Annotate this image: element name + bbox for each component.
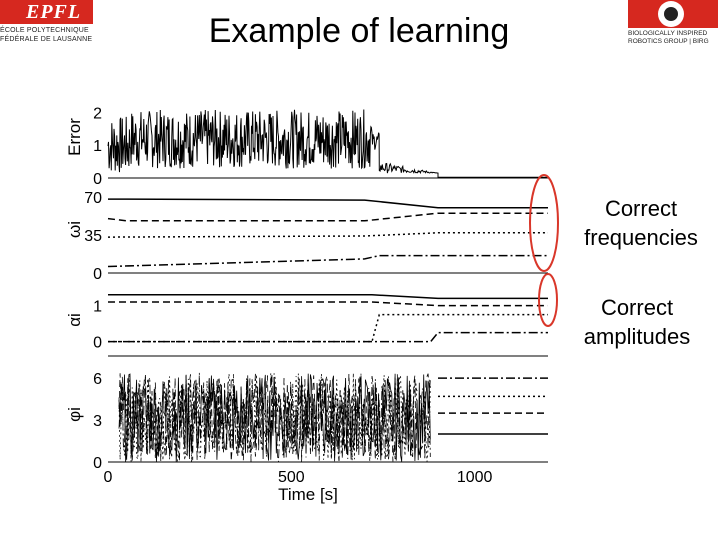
- panel-3-ytick-label: 0: [93, 455, 102, 472]
- epfl-logo-mark: EPFL: [0, 0, 93, 24]
- panel-1-series-line: [107, 198, 548, 209]
- phase-noise-line: [118, 372, 431, 463]
- xtick-label: 1000: [457, 469, 493, 486]
- panel-1-series-line: [107, 254, 548, 268]
- panel-1-ytick-label: 35: [84, 228, 102, 245]
- epfl-logo: EPFL ÉCOLE POLYTECHNIQUE FÉDÉRALE DE LAU…: [0, 0, 93, 44]
- panel-2-series-line: [108, 313, 548, 343]
- slide-title: Example of learning: [208, 12, 510, 50]
- amplitudes-highlight: [538, 273, 558, 327]
- frequencies-note: Correct frequencies: [578, 194, 704, 252]
- panel-0-ytick-label: 0: [93, 171, 102, 188]
- amplitudes-note-line2: amplitudes: [583, 324, 691, 349]
- panel-0-ytick-label: 2: [93, 105, 102, 122]
- panel-1-ylabel: ωi: [65, 221, 84, 238]
- epfl-logo-line1: ÉCOLE POLYTECHNIQUE: [0, 27, 89, 34]
- frequencies-note-line2: frequencies: [584, 225, 698, 250]
- frequencies-note-line1: Correct: [604, 196, 678, 221]
- panel-2-series-line: [108, 331, 548, 343]
- panel-2-series-line: [108, 301, 548, 307]
- panel-3-ytick-label: 6: [93, 371, 102, 388]
- panel-2-ylabel: αi: [65, 313, 84, 327]
- panel-2-ytick-label: 0: [93, 335, 102, 352]
- xtick-label: 0: [104, 469, 113, 486]
- salamander-icon: [658, 1, 684, 27]
- panel-1-series-line: [107, 232, 548, 238]
- panel-3-ytick-label: 3: [93, 413, 102, 430]
- amplitudes-note-line1: Correct: [600, 295, 674, 320]
- panel-1-series-line: [107, 212, 548, 222]
- x-axis-label: Time [s]: [278, 485, 338, 504]
- epfl-logo-line2: FÉDÉRALE DE LAUSANNE: [0, 36, 93, 43]
- error-line: [107, 109, 548, 178]
- panel-3-ylabel: φi: [65, 407, 84, 422]
- frequencies-highlight: [529, 174, 559, 272]
- birg-logo: BIOLOGICALLY INSPIRED ROBOTICS GROUP | B…: [628, 0, 718, 48]
- xtick-label: 500: [278, 469, 305, 486]
- panel-0-ytick-label: 1: [93, 138, 102, 155]
- panel-2-series-line: [108, 294, 548, 300]
- panel-1-ytick-label: 70: [84, 190, 102, 207]
- panel-2-ytick-label: 1: [93, 299, 102, 316]
- birg-logo-line1: BIOLOGICALLY INSPIRED: [628, 30, 708, 37]
- panel-1-ytick-label: 0: [93, 266, 102, 283]
- amplitudes-note: Correct amplitudes: [578, 293, 696, 351]
- birg-logo-mark: [628, 0, 718, 28]
- birg-logo-line2: ROBOTICS GROUP | BIRG: [628, 38, 709, 45]
- panel-0-ylabel: Error: [65, 118, 84, 156]
